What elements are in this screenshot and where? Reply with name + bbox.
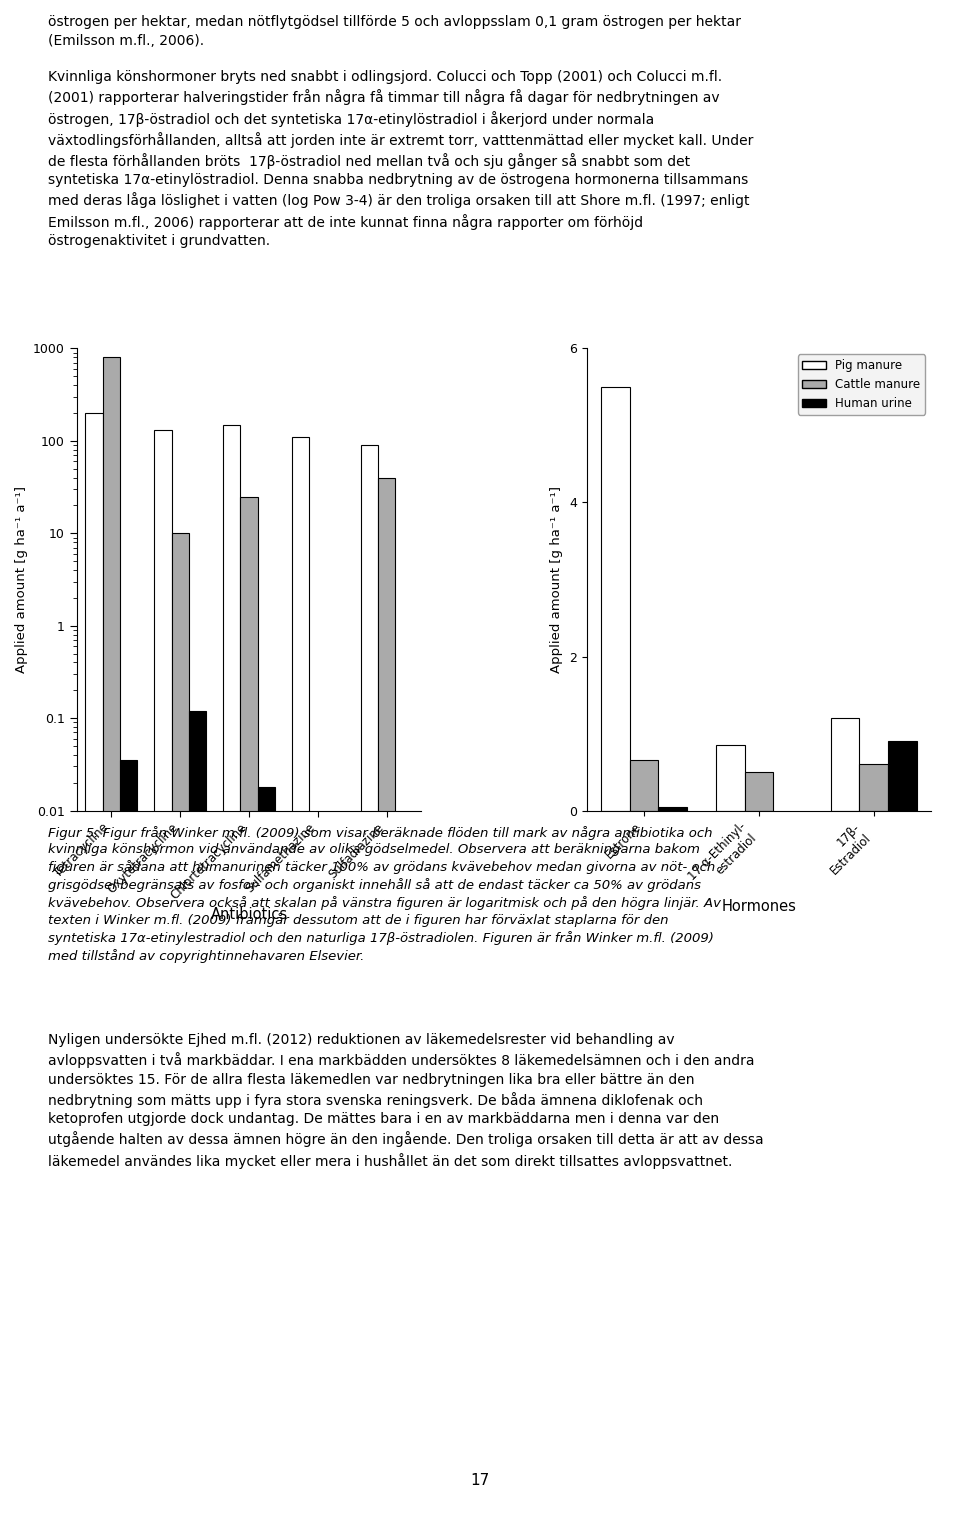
Text: Nyligen undersökte Ejhed m.fl. (2012) reduktionen av läkemedelsrester vid behand: Nyligen undersökte Ejhed m.fl. (2012) re…: [48, 1033, 763, 1168]
Bar: [716, 745, 745, 811]
Bar: [859, 764, 888, 811]
Y-axis label: Applied amount [g ha⁻¹ a⁻¹]: Applied amount [g ha⁻¹ a⁻¹]: [550, 486, 564, 673]
Bar: [630, 761, 659, 811]
Bar: [292, 436, 309, 1515]
Bar: [240, 497, 257, 1515]
Bar: [659, 806, 687, 811]
Bar: [601, 386, 630, 811]
X-axis label: Hormones: Hormones: [722, 900, 797, 915]
Bar: [830, 718, 859, 811]
Bar: [224, 424, 240, 1515]
Bar: [378, 477, 396, 1515]
Bar: [172, 533, 189, 1515]
Bar: [189, 711, 206, 1515]
Y-axis label: Applied amount [g ha⁻¹ a⁻¹]: Applied amount [g ha⁻¹ a⁻¹]: [14, 486, 28, 673]
Bar: [155, 430, 172, 1515]
Legend: Pig manure, Cattle manure, Human urine: Pig manure, Cattle manure, Human urine: [798, 355, 925, 415]
Bar: [361, 445, 378, 1515]
Text: 17: 17: [470, 1473, 490, 1488]
Bar: [85, 414, 103, 1515]
Bar: [888, 741, 917, 811]
X-axis label: Antibiotics: Antibiotics: [210, 907, 288, 923]
Text: Figur 5. Figur från Winker m.fl. (2009) som visar beräknade flöden till mark av : Figur 5. Figur från Winker m.fl. (2009) …: [48, 826, 721, 964]
Bar: [103, 358, 120, 1515]
Bar: [745, 773, 774, 811]
Bar: [257, 786, 275, 1515]
Bar: [120, 761, 137, 1515]
Text: östrogen per hektar, medan nötflytgödsel tillförde 5 och avloppsslam 0,1 gram ös: östrogen per hektar, medan nötflytgödsel…: [48, 15, 754, 248]
